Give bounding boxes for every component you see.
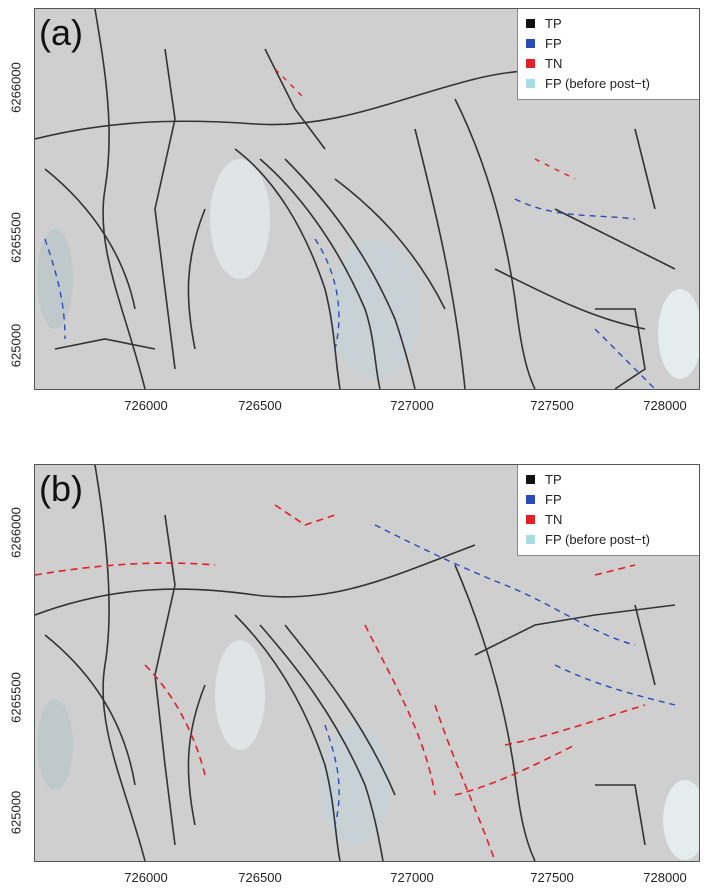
x-tick-label: 726500 [238, 870, 281, 885]
legend-item-fp: FP [526, 489, 693, 509]
x-tick-label: 726500 [238, 398, 281, 413]
legend-item-tp: TP [526, 469, 693, 489]
x-tick-label: 727000 [390, 398, 433, 413]
y-tick-label: 6265500 [9, 668, 24, 728]
y-tick-label: 625000 [9, 316, 24, 376]
x-tick-label: 727000 [390, 870, 433, 885]
y-tick-label: 625000 [9, 783, 24, 843]
legend-b: TP FP TN FP (before post−t) [517, 465, 699, 556]
x-tick-label: 726000 [124, 870, 167, 885]
y-tick-label: 6266000 [9, 58, 24, 118]
legend-item-fp-before: FP (before post−t) [526, 529, 693, 549]
y-tick-label: 6265500 [9, 208, 24, 268]
fp-swatch-icon [526, 39, 535, 48]
legend-item-tn: TN [526, 53, 693, 73]
map-panel-b: (b) TP FP TN FP (before post−t) [34, 464, 700, 862]
tn-swatch-icon [526, 59, 535, 68]
y-tick-label: 6266000 [9, 503, 24, 563]
tp-swatch-icon [526, 19, 535, 28]
tn-swatch-icon [526, 515, 535, 524]
panel-label-b: (b) [39, 471, 83, 507]
legend-item-tp: TP [526, 13, 693, 33]
tp-swatch-icon [526, 475, 535, 484]
legend-item-fp: FP [526, 33, 693, 53]
x-tick-label: 728000 [643, 398, 686, 413]
x-tick-label: 726000 [124, 398, 167, 413]
legend-item-fp-before: FP (before post−t) [526, 73, 693, 93]
map-panel-a: (a) TP FP TN FP (before post−t) [34, 8, 700, 390]
fp-before-swatch-icon [526, 79, 535, 88]
panel-label-a: (a) [39, 15, 83, 51]
x-tick-label: 727500 [530, 870, 573, 885]
x-tick-label: 728000 [643, 870, 686, 885]
legend-a: TP FP TN FP (before post−t) [517, 9, 699, 100]
legend-item-tn: TN [526, 509, 693, 529]
fp-before-swatch-icon [526, 535, 535, 544]
x-tick-label: 727500 [530, 398, 573, 413]
fp-swatch-icon [526, 495, 535, 504]
